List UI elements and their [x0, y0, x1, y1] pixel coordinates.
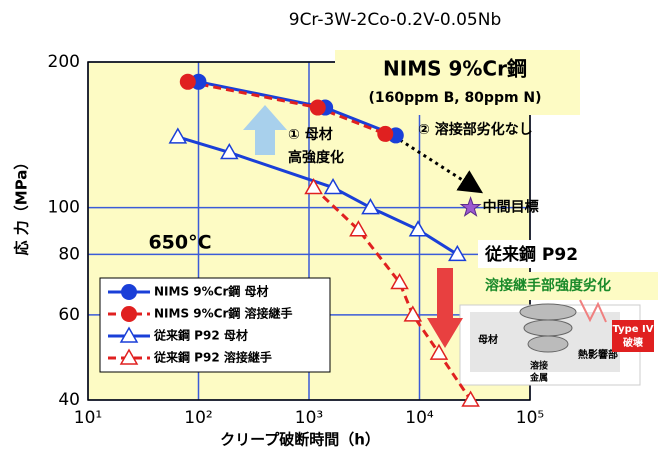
legend-marker: [119, 348, 139, 365]
annotation: (160ppm B, 80ppm N): [368, 90, 541, 106]
legend-label: NIMS 9%Cr鋼 溶接継手: [154, 306, 293, 321]
legend-marker: [121, 284, 137, 300]
plot-frame: [87, 61, 531, 401]
y-tick-label: 80: [58, 244, 80, 264]
annotation: 熱影響部: [578, 348, 618, 361]
up-arrow: [243, 105, 287, 155]
x-tick-label: 10⁵: [516, 408, 544, 428]
point: [390, 272, 409, 290]
crack: [579, 299, 607, 323]
point: [408, 220, 428, 237]
arrow: [399, 138, 484, 194]
point: [309, 99, 326, 116]
y-tick-label: 40: [58, 390, 80, 410]
point: [377, 125, 394, 142]
y-tick-label: 60: [58, 305, 80, 325]
x-tick-label: 10²: [184, 408, 212, 428]
annotation: 溶接: [530, 360, 548, 372]
point: [403, 305, 423, 322]
label-box: [335, 50, 580, 115]
point: [349, 220, 368, 237]
legend-marker: [119, 326, 139, 343]
annotation: 従来鋼 P92: [484, 244, 578, 265]
target-point: [459, 196, 482, 217]
inset-weld: [519, 303, 577, 321]
point: [168, 127, 188, 144]
y-tick-label: 100: [48, 198, 80, 218]
down-arrow: [427, 268, 463, 348]
legend-label: NIMS 9%Cr鋼 母材: [154, 284, 269, 299]
label-box: [478, 240, 578, 268]
y-axis-title: 応 力（MPa）: [13, 155, 31, 256]
annotation: Type IV: [612, 324, 653, 335]
point: [461, 390, 480, 407]
legend: [99, 277, 331, 373]
point: [361, 198, 380, 215]
point: [448, 244, 467, 262]
subtitle: 9Cr-3W-2Co-0.2V-0.05Nb: [289, 10, 502, 30]
annotation: 母材: [478, 333, 498, 346]
point: [220, 142, 239, 160]
legend-label: 従来鋼 P92 溶接継手: [153, 350, 272, 365]
inset-weld: [523, 319, 573, 337]
x-tick-label: 10³: [295, 408, 323, 428]
label-box: [478, 272, 658, 300]
point: [179, 73, 196, 90]
annotation: ② 溶接部劣化なし: [418, 121, 533, 138]
annotation: ① 母材: [288, 126, 333, 143]
target-label: 中間目標: [483, 199, 539, 216]
annotation: 破壊: [623, 336, 644, 349]
inset-weld: [527, 335, 569, 353]
y-tick-label: 200: [48, 52, 80, 72]
annotation: 金属: [529, 372, 548, 384]
series-line: [312, 186, 472, 401]
annotation: 高強度化: [288, 149, 344, 166]
annotation: NIMS 9%Cr鋼: [383, 57, 527, 81]
annotation: 650°C: [148, 232, 211, 254]
type4-box: [612, 320, 654, 352]
annotation: 溶接継手部強度劣化: [485, 277, 611, 294]
point: [429, 343, 449, 360]
point: [323, 178, 343, 195]
x-axis-title: クリープ破断時間（h）: [220, 431, 380, 449]
x-tick-label: 10¹: [74, 408, 102, 428]
point: [304, 178, 323, 195]
legend-label: 従来鋼 P92 母材: [153, 328, 248, 343]
x-tick-label: 10⁴: [405, 408, 434, 428]
legend-marker: [121, 306, 137, 322]
